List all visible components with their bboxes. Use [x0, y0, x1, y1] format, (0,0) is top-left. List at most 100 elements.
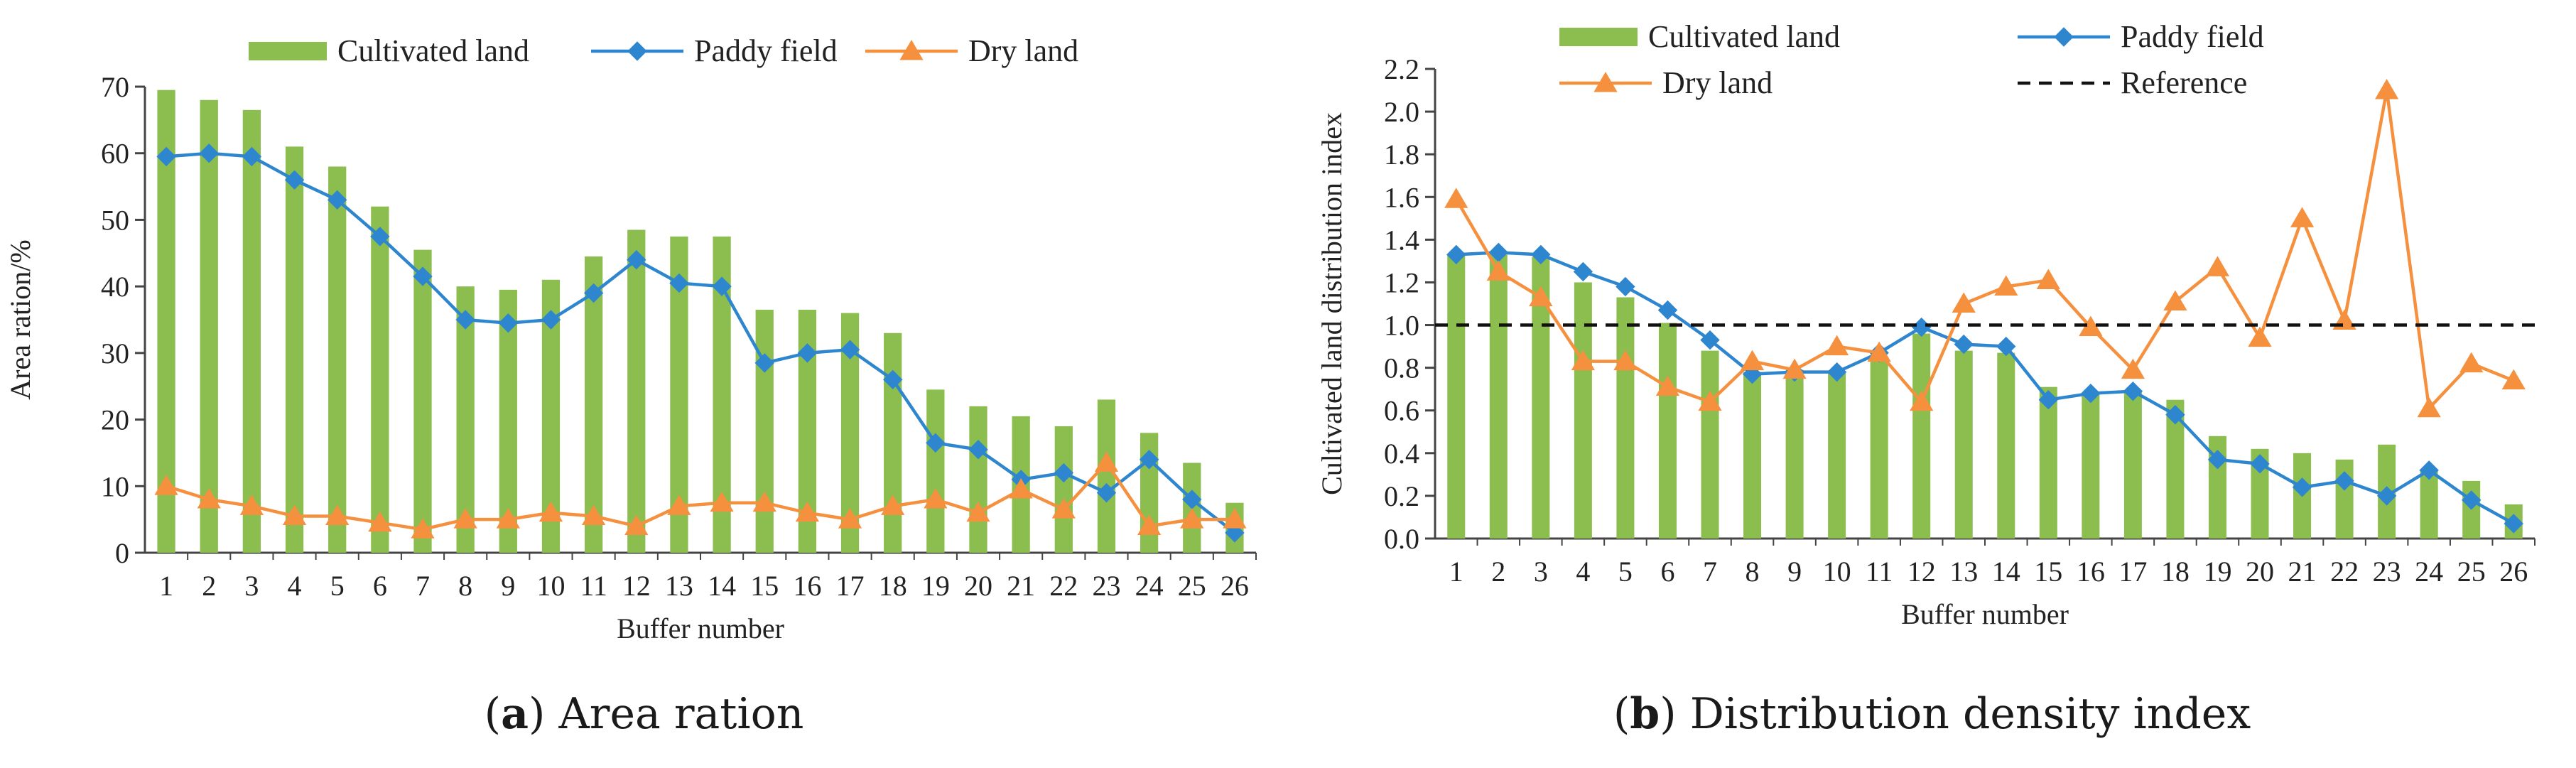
y-tick-label: 40	[101, 271, 129, 303]
data-point	[667, 494, 691, 515]
data-point	[1782, 358, 1807, 379]
bar	[2039, 386, 2057, 539]
x-tick-label: 2	[202, 570, 216, 602]
data-point	[2036, 269, 2060, 289]
data-point	[2248, 326, 2272, 347]
data-point	[1910, 390, 1934, 411]
x-tick-label: 13	[1949, 556, 1978, 588]
legend-item: Cultivated land	[249, 33, 529, 68]
data-point	[1529, 286, 1553, 306]
y-tick-label: 1.0	[1384, 310, 1419, 342]
y-tick-label: 1.2	[1384, 266, 1419, 298]
data-point	[1700, 330, 1720, 350]
data-point	[154, 475, 178, 495]
data-point	[926, 433, 946, 453]
data-point	[2123, 381, 2143, 401]
bar	[627, 229, 646, 553]
data-point	[966, 501, 990, 522]
panel-b-title: (b) Distribution density index	[1613, 689, 2251, 739]
x-tick-label: 14	[1992, 556, 2020, 588]
legend-item: Paddy field	[2018, 19, 2264, 54]
x-tick-label: 7	[416, 570, 430, 602]
data-point	[453, 508, 477, 529]
data-point	[624, 514, 649, 536]
x-tick-label: 24	[1135, 570, 1164, 602]
x-tick-label: 8	[1746, 556, 1760, 588]
bar	[1912, 333, 1931, 539]
data-point	[1486, 260, 1510, 281]
y-tick-label: 20	[101, 404, 129, 436]
data-point	[1051, 498, 1076, 519]
data-point	[541, 310, 561, 330]
data-point	[197, 488, 221, 509]
data-point	[2376, 486, 2397, 506]
x-tick-label: 17	[2118, 556, 2147, 588]
data-point	[455, 310, 475, 330]
legend-label: Paddy field	[694, 33, 838, 68]
bar	[1574, 282, 1592, 539]
y-tick-label: 10	[101, 470, 129, 502]
legend-label: Paddy field	[2121, 19, 2264, 54]
data-point	[2163, 290, 2187, 310]
x-tick-label: 4	[288, 570, 302, 602]
legend-swatch	[249, 42, 327, 60]
y-tick-label: 2.0	[1384, 96, 1419, 128]
data-point	[2205, 256, 2230, 276]
legend-label: Reference	[2121, 65, 2247, 100]
series-line	[166, 460, 1235, 531]
x-tick-label: 26	[1221, 570, 1249, 602]
data-point	[968, 440, 988, 460]
panel-a-title: (a) Area ration	[484, 689, 804, 739]
y-tick-label: 0.2	[1384, 480, 1419, 512]
bar	[200, 99, 218, 553]
y-tick-label: 1.4	[1384, 224, 1419, 256]
series-paddy-field	[156, 144, 1245, 543]
data-point	[1446, 244, 1466, 265]
bar	[2123, 391, 2142, 539]
x-tick-label: 11	[1866, 556, 1893, 588]
x-tick-label: 25	[2457, 556, 2486, 588]
y-tick-label: 50	[101, 204, 129, 236]
x-tick-label: 12	[1907, 556, 1936, 588]
bar	[969, 406, 987, 553]
bar	[755, 309, 774, 553]
data-point	[411, 518, 435, 539]
series-line	[1454, 90, 2515, 412]
data-point	[2374, 79, 2399, 99]
data-point	[882, 369, 903, 390]
chart-panel-b: 0.00.20.40.60.81.01.21.41.61.82.02.21 2 3 4…	[1316, 19, 2536, 630]
data-point	[242, 146, 262, 167]
x-tick-label: 18	[2161, 556, 2190, 588]
x-tick-label: 18	[879, 570, 907, 602]
x-tick-label: 21	[1007, 570, 1035, 602]
legend-marker	[1593, 72, 1618, 92]
x-tick-label: 2	[1491, 556, 1505, 588]
data-point	[370, 227, 390, 247]
x-tick-label: 10	[1823, 556, 1851, 588]
x-tick-label: 3	[244, 570, 259, 602]
data-point	[754, 353, 774, 373]
bar	[1743, 372, 1762, 539]
data-point	[282, 504, 307, 525]
x-tick-label: 16	[2077, 556, 2105, 588]
data-point	[2334, 471, 2354, 491]
bar	[242, 109, 261, 553]
data-point	[2250, 454, 2270, 474]
x-axis-title: Buffer number	[1901, 598, 2069, 630]
legend-label: Cultivated land	[1648, 19, 1840, 54]
data-point	[1096, 482, 1117, 503]
legend-marker	[2054, 27, 2074, 47]
data-point	[924, 488, 948, 509]
data-point	[1994, 275, 2018, 296]
x-tick-label: 15	[750, 570, 779, 602]
x-tick-label: 6	[1660, 556, 1674, 588]
bar	[328, 166, 347, 553]
x-tick-label: 1	[1449, 556, 1463, 588]
data-point	[498, 313, 519, 333]
x-tick-label: 13	[665, 570, 693, 602]
x-tick-label: 26	[2499, 556, 2528, 588]
data-point	[1827, 362, 1847, 382]
y-tick-label: 30	[101, 337, 129, 369]
data-point	[1444, 188, 1468, 208]
